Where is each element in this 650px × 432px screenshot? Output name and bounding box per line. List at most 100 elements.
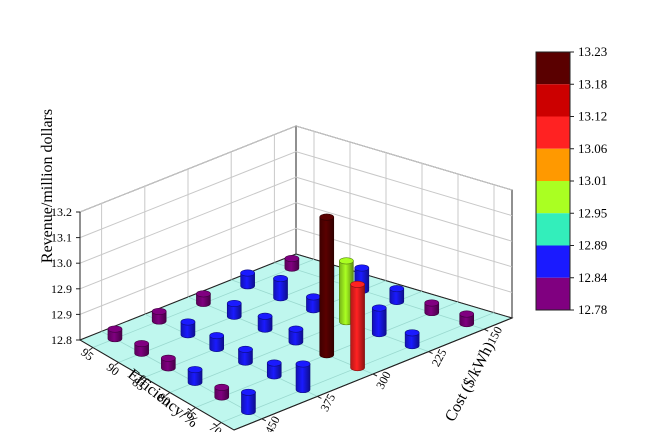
bar-body (196, 293, 211, 307)
bar-70-225 (404, 329, 420, 350)
bar-top (238, 345, 253, 353)
bar-top (161, 354, 176, 362)
x-tick (191, 407, 196, 411)
bar-80-450 (187, 366, 203, 386)
colorbar-label: 12.78 (578, 302, 607, 317)
colorbar-swatch (536, 116, 570, 149)
bar-75-225 (371, 304, 387, 338)
y-axis-label: Cost ($/kWh) (442, 339, 498, 424)
bar-body (180, 321, 196, 339)
bar-body (107, 328, 123, 343)
bar-80-300 (288, 325, 304, 346)
bar-95-225 (240, 269, 255, 290)
bar-top (339, 257, 354, 265)
bar-95-150 (284, 255, 300, 272)
bar-top (180, 318, 196, 326)
bar-top (306, 293, 321, 301)
z-tick-label: 13.0 (51, 256, 72, 270)
bar-top (209, 332, 225, 340)
z-tick-label: 12.8 (51, 333, 72, 347)
bar-80-375 (238, 345, 253, 366)
colorbar-label: 13.12 (578, 109, 607, 124)
bar-85-450 (161, 354, 176, 372)
bar-90-450 (134, 340, 149, 357)
bar-body (257, 315, 273, 333)
x-tick (165, 392, 171, 396)
colorbar-swatch (536, 277, 570, 310)
colorbar-swatch (536, 52, 570, 85)
bar-75-375 (266, 359, 282, 380)
bar-top (151, 307, 167, 315)
colorbar-swatch (536, 181, 570, 214)
colorbar-label: 12.95 (578, 205, 607, 220)
y-tick (372, 373, 378, 377)
y-tick (261, 418, 267, 422)
x-axis-line (79, 339, 235, 431)
bar-95-375 (151, 307, 167, 325)
z-tick-label: 13.1 (51, 231, 72, 245)
bar-body (404, 332, 420, 350)
bar-top (389, 285, 405, 293)
colorbar-label: 13.06 (578, 141, 608, 156)
bar-body (273, 278, 288, 302)
bar-body (238, 349, 253, 366)
floor-gridline (187, 296, 374, 375)
bar-top (196, 290, 211, 298)
bar-top (295, 360, 311, 368)
bar-75-300 (319, 213, 335, 359)
bar-90-300 (226, 299, 242, 320)
bar-95-450 (107, 325, 123, 343)
z-tick-labels: 12.8 12.9 12.9 13.0 13.1 13.2 (51, 205, 80, 347)
bar-top (273, 275, 288, 283)
bar-top (284, 255, 300, 263)
bar-body (288, 328, 304, 346)
bar-top (226, 299, 242, 307)
bar-70-300 (350, 280, 365, 372)
bar-85-375 (209, 332, 225, 352)
colorbar-swatch (536, 84, 570, 117)
bar-85-300 (257, 312, 273, 333)
bar-70-450 (241, 388, 256, 416)
bar-top (459, 310, 475, 318)
bar-body (319, 216, 335, 359)
z-gridline (79, 202, 513, 290)
colorbar (535, 51, 571, 311)
bar-body (266, 362, 282, 380)
bar-body (295, 363, 311, 394)
bar-top (134, 340, 149, 348)
bar-body (389, 288, 405, 305)
bar-body (134, 343, 149, 357)
bar-top (319, 213, 335, 221)
colorbar-label: 12.89 (578, 238, 607, 253)
bar-body (209, 335, 225, 352)
bar-top (240, 269, 255, 277)
z-gridline (79, 176, 513, 264)
bar-body (284, 258, 300, 272)
z-tick-label: 12.9 (51, 282, 72, 296)
bar-top (214, 383, 230, 391)
bar-body (240, 272, 255, 290)
bar-top (187, 366, 203, 374)
bar-80-225 (339, 257, 354, 326)
z-axis-label: Revenue/million dollars (39, 109, 56, 263)
bar-90-375 (180, 318, 196, 339)
x-tick (88, 347, 94, 351)
bar-top (257, 312, 273, 320)
z-tick-label: 13.2 (51, 205, 72, 219)
colorbar-labels: 13.23 13.18 13.12 13.06 13.01 12.95 12.89 12.84… (570, 44, 608, 317)
y-tick-label: 450 (262, 414, 283, 432)
bar-body (350, 284, 365, 372)
x-tick (216, 422, 222, 426)
bar-body (161, 357, 176, 372)
bar-body (214, 387, 230, 401)
colorbar-swatch (536, 213, 570, 246)
bar-body (459, 313, 475, 328)
bar-75-150 (424, 299, 440, 317)
bar-70-375 (295, 360, 311, 394)
bar-body (424, 302, 440, 317)
bar-top (371, 304, 387, 312)
x-tick-label: 70 (207, 420, 225, 432)
colorbar-label: 13.23 (578, 44, 607, 59)
z-gridline (79, 151, 513, 239)
